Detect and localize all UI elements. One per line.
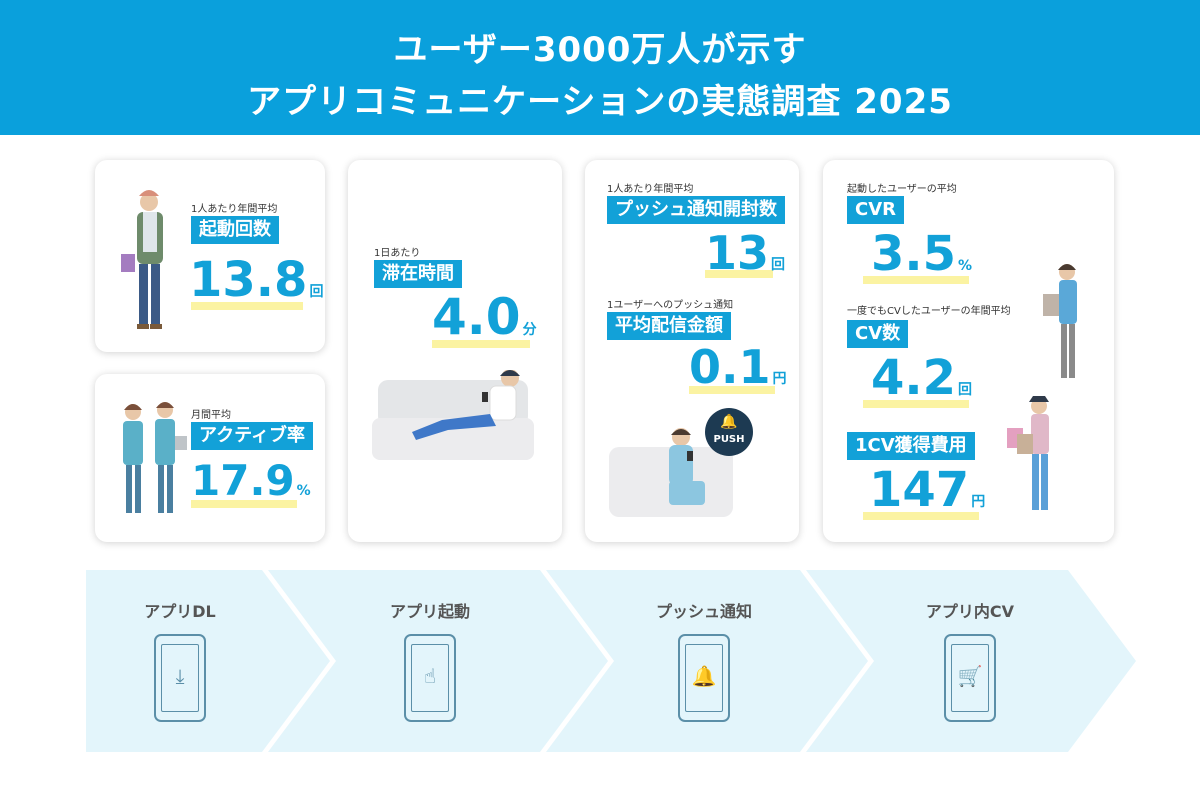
push-open-number: 13 xyxy=(705,226,770,280)
shopper-illustration xyxy=(1043,264,1077,378)
cvr-underline xyxy=(863,276,969,284)
card-stay-time: 1日あたり 滞在時間 4.0 分 xyxy=(348,160,562,542)
push-open-caption: 1人あたり年間平均 xyxy=(607,184,694,195)
cpa-number: 147 xyxy=(869,462,970,518)
card-launch-count: 1人あたり年間平均 起動回数 13.8 回 xyxy=(95,160,325,352)
card-conversion: 起動したユーザーの平均 CVR 3.5% 一度でもCVしたユーザーの年間平均 C… xyxy=(823,160,1114,542)
cv-count-value: 4.2 回 xyxy=(871,354,972,402)
page-title-line1: ユーザー3000万人が示す xyxy=(393,30,807,70)
person-illustration xyxy=(121,190,163,329)
card-active-rate: 月間平均 アクティブ率 17.9% xyxy=(95,374,325,542)
stay-unit: 分 xyxy=(522,322,537,338)
stay-value: 4.0 分 xyxy=(432,292,537,342)
launch-unit: 回 xyxy=(309,284,324,300)
cvr-number: 3.5 xyxy=(871,226,957,282)
cv-count-label: CV数 xyxy=(847,320,909,348)
active-unit: % xyxy=(296,483,311,499)
active-number: 17.9 xyxy=(191,456,295,505)
cvr-unit: % xyxy=(958,258,973,274)
cvr-caption: 起動したユーザーの平均 xyxy=(847,184,957,195)
active-label: アクティブ率 xyxy=(191,422,314,450)
push-open-label: プッシュ通知開封数 xyxy=(607,196,785,224)
stay-caption: 1日あたり xyxy=(374,248,421,259)
sofa-illustration xyxy=(372,370,534,460)
flow-step-1-label: アプリDL xyxy=(144,602,216,621)
cpa-label: 1CV獲得費用 xyxy=(847,432,975,460)
push-badge-text: PUSH xyxy=(713,434,745,445)
push-cost-unit: 円 xyxy=(772,371,787,387)
push-cost-number: 0.1 xyxy=(689,340,771,394)
cvr-value: 3.5% xyxy=(871,230,972,278)
active-value: 17.9% xyxy=(191,460,311,502)
push-open-unit: 回 xyxy=(771,257,786,273)
active-underline xyxy=(191,500,297,508)
download-icon: ⤓ xyxy=(154,634,206,722)
launch-caption: 1人あたり年間平均 xyxy=(191,204,278,215)
cpa-value: 147 円 xyxy=(869,466,985,514)
cv-count-unit: 回 xyxy=(958,382,973,398)
push-sofa-illustration xyxy=(609,428,733,517)
flow-step-3-label: プッシュ通知 xyxy=(655,602,752,621)
bell-icon: 🔔 xyxy=(678,634,730,722)
page-title-line2: アプリコミュニケーションの実態調査 2025 xyxy=(247,82,953,122)
stay-underline xyxy=(432,340,530,348)
cpa-unit: 円 xyxy=(971,494,986,510)
cv-count-underline xyxy=(863,400,969,408)
shopper-bags-illustration xyxy=(1007,396,1049,510)
card-push: 1人あたり年間平均 プッシュ通知開封数 13 回 1ユーザーへのプッシュ通知 平均… xyxy=(585,160,799,542)
cart-icon: 🛒 xyxy=(944,634,996,722)
people-illustration xyxy=(123,402,187,513)
push-cost-underline xyxy=(689,386,775,394)
cv-count-caption: 一度でもCVしたユーザーの年間平均 xyxy=(847,306,1011,317)
tap-icon: ☝ xyxy=(404,634,456,722)
push-bubble: 🔔 PUSH xyxy=(705,408,753,456)
push-open-underline xyxy=(705,270,773,278)
stay-label: 滞在時間 xyxy=(374,260,462,288)
push-cost-value: 0.1 円 xyxy=(689,344,787,390)
cv-count-number: 4.2 xyxy=(871,350,957,406)
push-open-value: 13 回 xyxy=(705,230,785,276)
launch-number: 13.8 xyxy=(189,252,308,308)
launch-label: 起動回数 xyxy=(191,216,279,244)
bell-icon: 🔔 xyxy=(720,414,738,430)
launch-value: 13.8 回 xyxy=(189,256,323,304)
launch-underline xyxy=(191,302,303,310)
active-caption: 月間平均 xyxy=(191,410,231,421)
push-cost-label: 平均配信金額 xyxy=(607,312,731,340)
header-banner: ユーザー3000万人が示す アプリコミュニケーションの実態調査 2025 xyxy=(0,0,1200,135)
flow-step-2-label: アプリ起動 xyxy=(389,602,470,621)
cpa-underline xyxy=(863,512,979,520)
flow-step-4-label: アプリ内CV xyxy=(925,602,1015,621)
push-cost-caption: 1ユーザーへのプッシュ通知 xyxy=(607,300,734,311)
stay-number: 4.0 xyxy=(432,288,521,346)
cvr-label: CVR xyxy=(847,196,905,224)
